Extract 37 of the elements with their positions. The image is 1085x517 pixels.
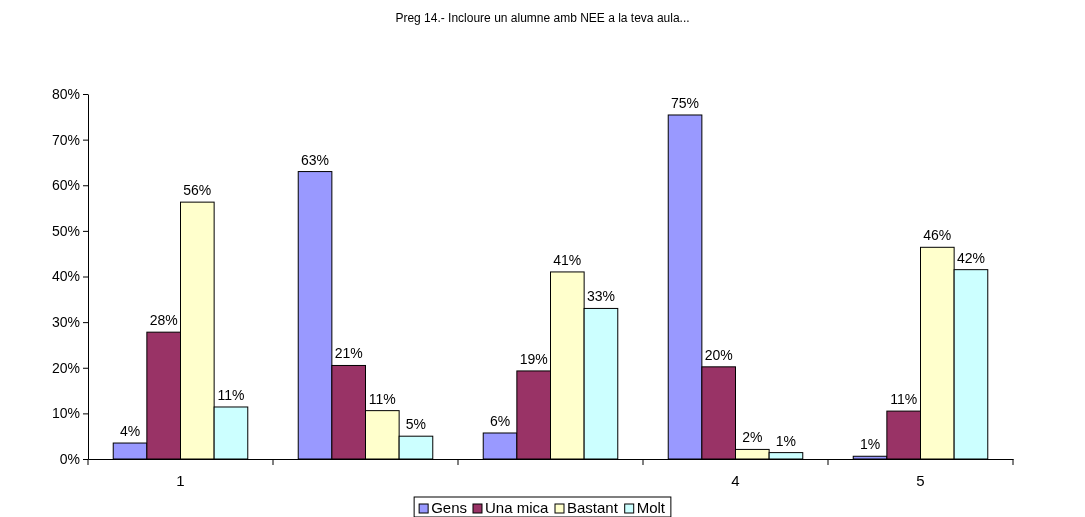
x-tick-label: 5 <box>916 472 925 489</box>
y-tick-label: 30% <box>51 314 80 331</box>
y-tick-label: 60% <box>51 177 80 194</box>
data-label: 4% <box>119 423 141 440</box>
data-label: 21% <box>334 345 363 362</box>
data-label: 33% <box>586 288 615 305</box>
data-label: 11% <box>890 391 918 408</box>
data-label: 6% <box>489 412 511 429</box>
data-label: 63% <box>301 151 330 168</box>
data-label: 28% <box>149 312 178 329</box>
data-label: 41% <box>553 251 582 268</box>
y-tick-label: 40% <box>51 268 80 285</box>
x-tick-label: 4 <box>731 472 740 489</box>
data-label: 56% <box>183 182 212 199</box>
legend-label: Molt <box>636 499 666 516</box>
data-label: 75% <box>671 94 700 111</box>
y-tick-label: 50% <box>51 222 80 239</box>
data-label: 11% <box>217 386 245 403</box>
data-label: 20% <box>704 346 733 363</box>
y-tick-label: 20% <box>51 359 80 376</box>
y-tick-label: 70% <box>51 131 80 148</box>
data-label: 46% <box>923 227 952 244</box>
data-label: 19% <box>519 350 548 367</box>
data-label: 1% <box>775 432 797 449</box>
y-tick-label: 80% <box>51 85 80 102</box>
y-tick-label: 10% <box>51 405 80 422</box>
data-label: 42% <box>956 249 985 266</box>
legend-label: Una mica <box>484 499 549 516</box>
data-label: 5% <box>405 416 427 433</box>
legend-label: Gens <box>431 499 467 516</box>
chart-title: Preg 14.- Incloure un alumne amb NEE a la teva aula... <box>395 11 690 25</box>
legend-label: Bastant <box>567 499 619 516</box>
data-label: 11% <box>368 390 396 407</box>
data-label: 2% <box>742 429 763 446</box>
data-label: 1% <box>859 436 881 453</box>
x-tick-label: 1 <box>176 472 185 489</box>
y-tick-label: 0% <box>59 450 80 467</box>
